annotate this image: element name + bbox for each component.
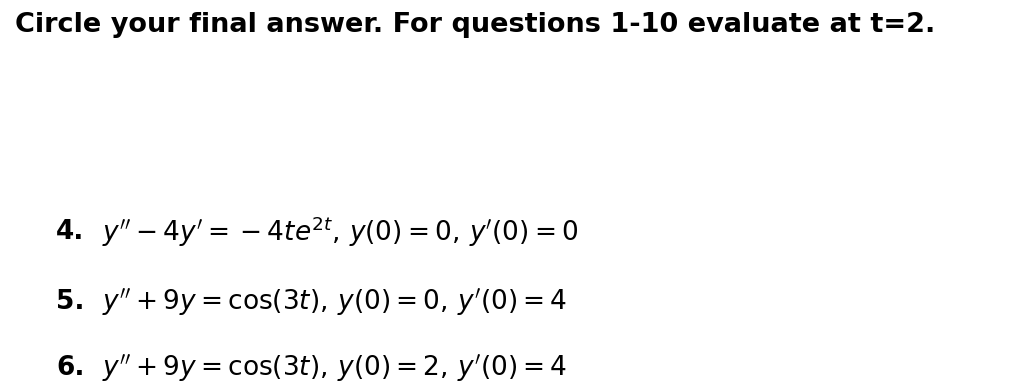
Text: 5.: 5.	[56, 289, 85, 315]
Text: 4.: 4.	[56, 219, 85, 245]
Text: $y'' - 4y' = -4te^{2t},\,y(0) = 0,\,y'(0) = 0$: $y'' - 4y' = -4te^{2t},\,y(0) = 0,\,y'(0…	[102, 215, 579, 250]
Text: 6.: 6.	[56, 354, 85, 381]
Text: $y'' + 9y = \cos(3t),\,y(0) = 0,\,y'(0) = 4$: $y'' + 9y = \cos(3t),\,y(0) = 0,\,y'(0) …	[102, 286, 567, 318]
Text: $y'' + 9y = \cos(3t),\,y(0) = 2,\,y'(0) = 4$: $y'' + 9y = \cos(3t),\,y(0) = 2,\,y'(0) …	[102, 352, 567, 384]
Text: Circle your final answer. For questions 1-10 evaluate at t=2.: Circle your final answer. For questions …	[15, 12, 935, 38]
